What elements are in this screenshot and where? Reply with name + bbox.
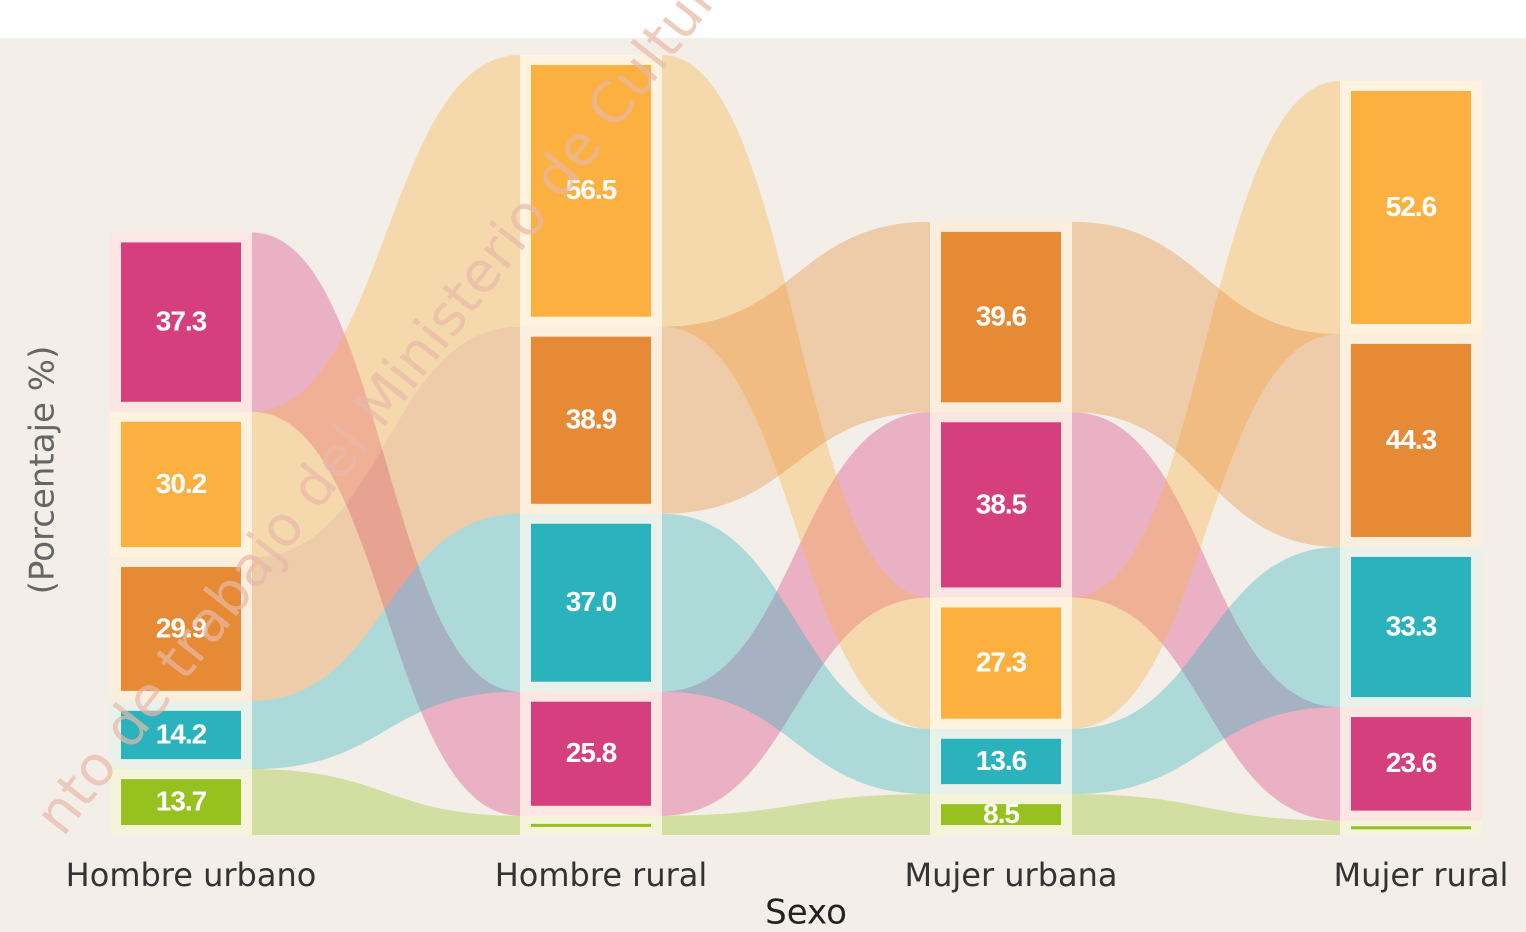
bar — [1351, 826, 1471, 830]
bar — [1351, 717, 1471, 811]
ribbon — [252, 55, 520, 558]
data-label: 52.6 — [1386, 191, 1437, 222]
data-label: 38.9 — [566, 404, 617, 435]
plot-background — [0, 38, 1526, 932]
ribbon — [252, 769, 520, 835]
y-axis-label: (Porcentaje %) — [23, 346, 63, 595]
data-label: 27.3 — [976, 646, 1027, 677]
ribbon — [252, 326, 520, 701]
bar — [1351, 90, 1471, 324]
bar — [121, 567, 241, 691]
ribbon — [662, 221, 930, 514]
x-tick-label: Hombre rural — [495, 856, 708, 894]
data-label: 38.5 — [976, 488, 1027, 519]
x-axis-label: Sexo — [765, 893, 847, 932]
bar — [121, 421, 241, 548]
data-label: 8.5 — [983, 798, 1019, 829]
ribbon — [252, 232, 520, 816]
data-label: 13.6 — [976, 745, 1027, 776]
ribbon — [252, 513, 520, 770]
ribbon — [1072, 546, 1340, 795]
data-label: 39.6 — [976, 300, 1027, 331]
bar — [531, 523, 651, 682]
bar — [121, 242, 241, 402]
bar — [1351, 343, 1471, 537]
bar — [121, 710, 241, 760]
bar — [941, 422, 1061, 588]
data-label: 13.7 — [156, 785, 207, 816]
ribbon — [1072, 80, 1340, 729]
bar — [531, 336, 651, 504]
ribbons — [252, 55, 1340, 835]
data-label: 29.9 — [156, 612, 207, 643]
ribbon — [1072, 794, 1340, 835]
bar — [941, 804, 1061, 825]
data-label: 23.6 — [1386, 747, 1437, 778]
bar — [121, 779, 241, 825]
bar — [1351, 556, 1471, 698]
bar — [941, 231, 1061, 403]
data-label: 44.3 — [1386, 424, 1437, 455]
bar — [941, 738, 1061, 785]
x-tick-label: Mujer urbana — [904, 856, 1117, 894]
data-label: 14.2 — [156, 718, 207, 749]
x-tick-label: Hombre urbano — [66, 856, 317, 894]
bar — [531, 823, 651, 827]
bar — [531, 701, 651, 806]
ribbon — [1072, 412, 1340, 821]
ribbon — [662, 55, 930, 729]
ribbon — [662, 794, 930, 835]
bar — [941, 607, 1061, 719]
ribbon — [662, 513, 930, 795]
data-label: 37.3 — [156, 306, 207, 337]
data-label: 33.3 — [1386, 610, 1437, 641]
x-tick-label: Mujer rural — [1334, 856, 1509, 894]
data-label: 56.5 — [566, 174, 617, 205]
ribbon — [1072, 221, 1340, 547]
columns: 37.3 30.2 29.9 14.2 13.7 25.8 56.5 38.9 37.0 38.5… — [110, 55, 1482, 835]
ribbon — [662, 412, 930, 816]
bar — [531, 65, 651, 317]
data-label: 25.8 — [566, 737, 617, 768]
data-label: 30.2 — [156, 468, 207, 499]
data-label: 37.0 — [566, 586, 617, 617]
